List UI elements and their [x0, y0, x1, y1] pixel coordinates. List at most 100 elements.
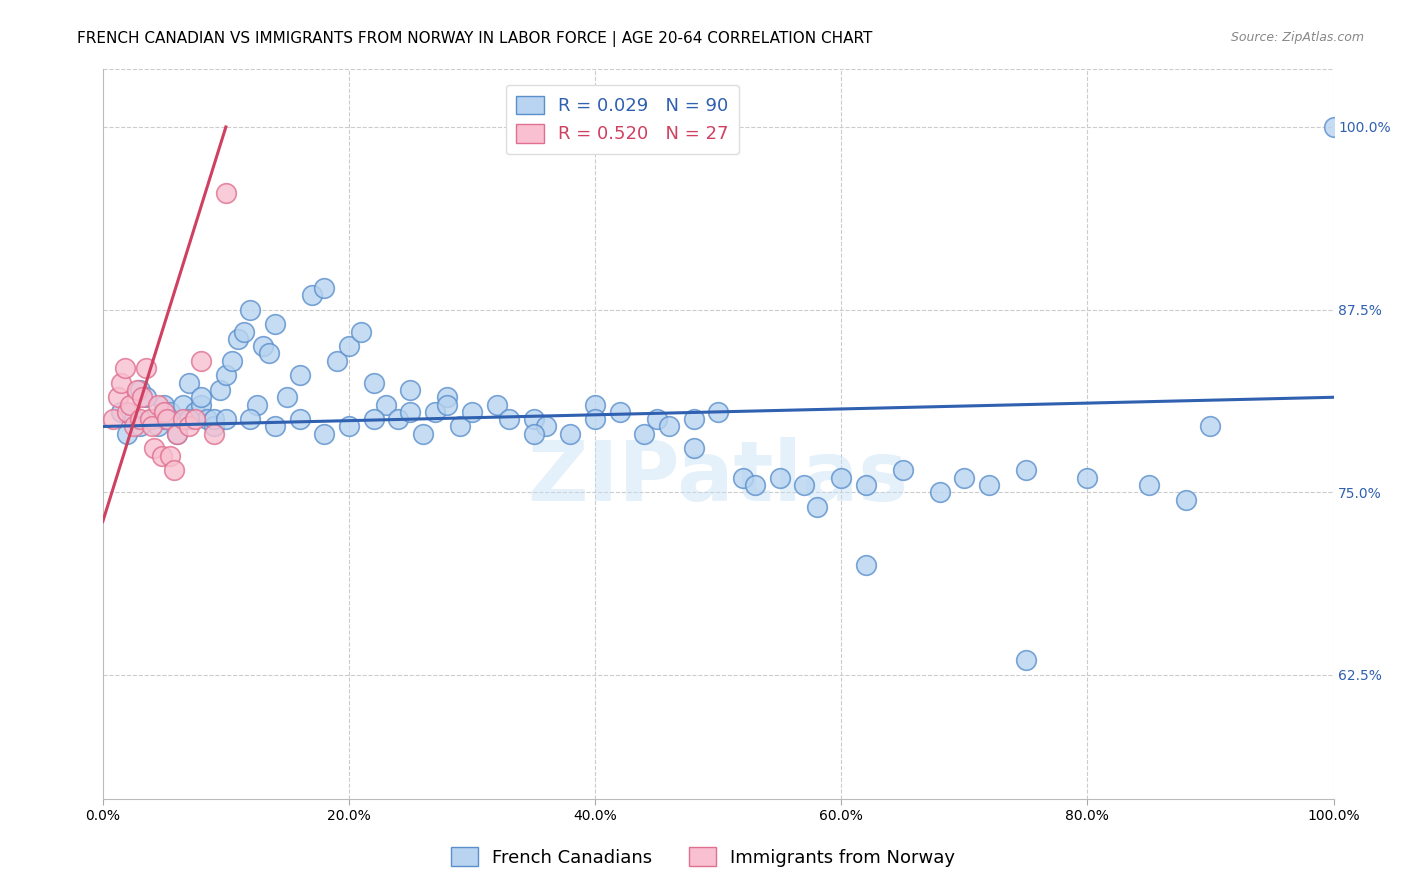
Point [252, 339, 274, 353]
Point [1199, 419, 1222, 434]
Point [350, 325, 373, 339]
Point [522, 412, 544, 426]
Point [239, 412, 262, 426]
Point [682, 442, 704, 456]
Point [148, 398, 170, 412]
Point [374, 398, 396, 412]
Point [135, 361, 157, 376]
Text: FRENCH CANADIAN VS IMMIGRANTS FROM NORWAY IN LABOR FORCE | AGE 20-64 CORRELATION: FRENCH CANADIAN VS IMMIGRANTS FROM NORWA… [77, 31, 873, 47]
Point [177, 419, 200, 434]
Point [202, 426, 225, 441]
Point [337, 419, 360, 434]
Point [190, 353, 212, 368]
Point [128, 419, 150, 434]
Point [399, 383, 422, 397]
Point [246, 398, 269, 412]
Point [197, 412, 219, 426]
Point [215, 412, 238, 426]
Point [163, 463, 186, 477]
Point [131, 390, 153, 404]
Legend: French Canadians, Immigrants from Norway: French Canadians, Immigrants from Norway [444, 840, 962, 874]
Point [891, 463, 914, 477]
Point [461, 405, 484, 419]
Point [118, 398, 141, 412]
Point [138, 412, 160, 426]
Point [522, 426, 544, 441]
Point [226, 332, 249, 346]
Point [1174, 492, 1197, 507]
Point [436, 390, 458, 404]
Point [143, 442, 166, 456]
Point [202, 412, 225, 426]
Point [363, 376, 385, 390]
Point [276, 390, 298, 404]
Point [560, 426, 582, 441]
Legend: R = 0.029   N = 90, R = 0.520   N = 27: R = 0.029 N = 90, R = 0.520 N = 27 [506, 85, 740, 154]
Point [127, 383, 149, 397]
Point [855, 558, 877, 573]
Point [485, 398, 508, 412]
Point [288, 412, 311, 426]
Point [1322, 120, 1344, 134]
Point [177, 412, 200, 426]
Point [114, 361, 136, 376]
Point [215, 368, 238, 383]
Point [609, 405, 631, 419]
Point [190, 390, 212, 404]
Point [399, 405, 422, 419]
Point [806, 500, 828, 514]
Point [583, 398, 606, 412]
Point [1015, 463, 1038, 477]
Text: ZIPatlas: ZIPatlas [527, 437, 908, 518]
Point [239, 302, 262, 317]
Point [314, 426, 336, 441]
Point [1137, 478, 1160, 492]
Point [117, 405, 139, 419]
Point [101, 412, 124, 426]
Point [633, 426, 655, 441]
Point [208, 383, 231, 397]
Point [184, 405, 207, 419]
Point [337, 339, 360, 353]
Point [122, 419, 145, 434]
Point [682, 412, 704, 426]
Point [769, 470, 792, 484]
Point [412, 426, 434, 441]
Point [128, 412, 150, 426]
Point [172, 412, 194, 426]
Point [977, 478, 1000, 492]
Point [148, 419, 170, 434]
Point [423, 405, 446, 419]
Point [707, 405, 730, 419]
Point [122, 412, 145, 426]
Point [159, 449, 181, 463]
Point [534, 419, 557, 434]
Point [731, 470, 754, 484]
Point [153, 398, 176, 412]
Point [498, 412, 520, 426]
Point [855, 478, 877, 492]
Point [141, 412, 163, 426]
Point [110, 405, 132, 419]
Point [150, 449, 173, 463]
Point [128, 383, 150, 397]
Text: Source: ZipAtlas.com: Source: ZipAtlas.com [1230, 31, 1364, 45]
Point [184, 412, 207, 426]
Point [156, 412, 179, 426]
Point [314, 281, 336, 295]
Point [953, 470, 976, 484]
Point [793, 478, 815, 492]
Point [363, 412, 385, 426]
Point [159, 405, 181, 419]
Point [645, 412, 668, 426]
Point [221, 353, 243, 368]
Point [166, 426, 188, 441]
Point [172, 398, 194, 412]
Point [264, 317, 287, 331]
Point [141, 419, 163, 434]
Point [233, 325, 256, 339]
Point [301, 288, 323, 302]
Point [215, 186, 238, 200]
Point [110, 376, 132, 390]
Point [177, 376, 200, 390]
